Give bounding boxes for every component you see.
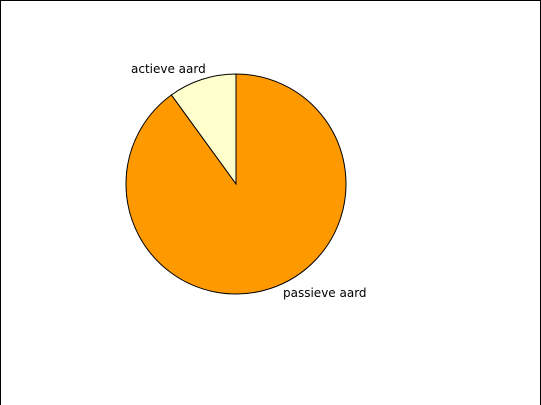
slice-label-passieve-aard: passieve aard bbox=[283, 286, 367, 300]
pie-slices bbox=[125, 73, 347, 295]
slice-label-actieve-aard: actieve aard bbox=[131, 62, 206, 76]
pie-slice-passieve-aard bbox=[125, 73, 347, 295]
pie-labels: actieve aard passieve aard bbox=[131, 62, 367, 300]
